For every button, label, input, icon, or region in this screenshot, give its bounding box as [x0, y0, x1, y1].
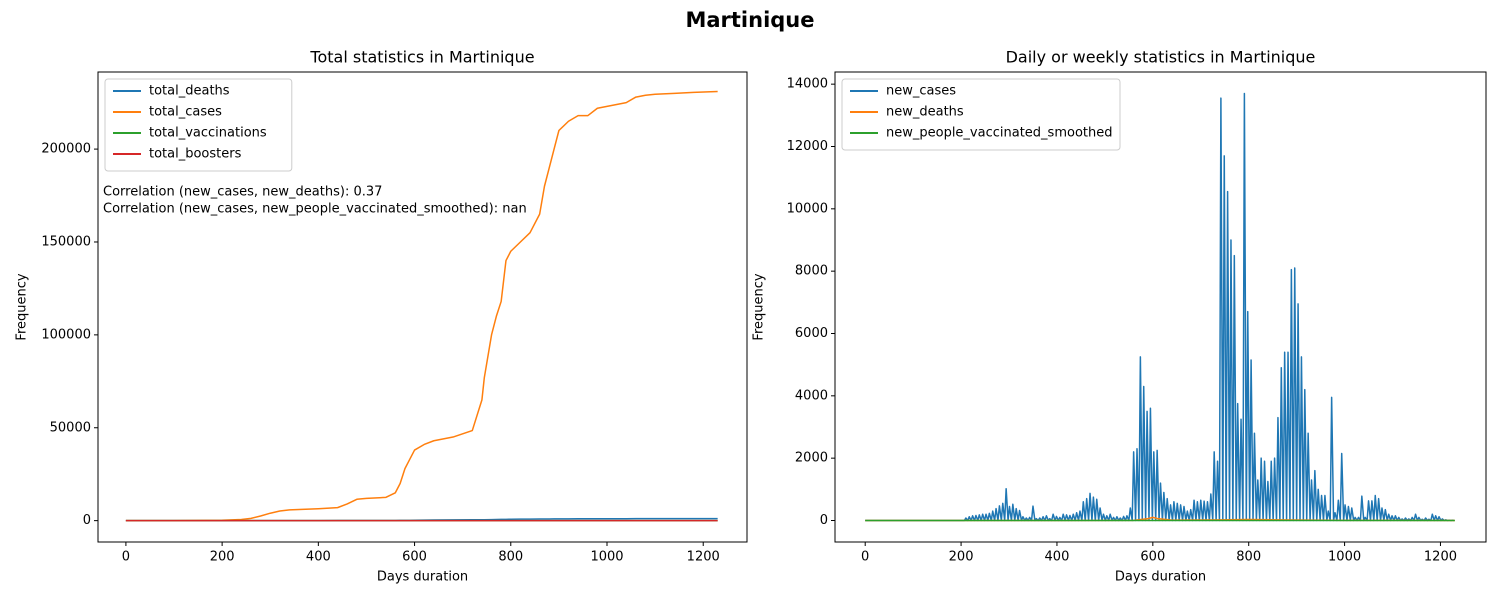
x-tick-label: 200 — [210, 550, 235, 565]
x-tick-label: 1000 — [590, 550, 623, 565]
x-tick-label: 800 — [1236, 550, 1261, 565]
x-tick-label: 200 — [949, 550, 974, 565]
axes-title: Total statistics in Martinique — [309, 48, 534, 67]
y-tick-label: 14000 — [787, 77, 828, 92]
y-tick-label: 50000 — [50, 420, 91, 435]
y-tick-label: 100000 — [41, 327, 91, 342]
legend-label: new_people_vaccinated_smoothed — [886, 126, 1112, 141]
y-axis-label: Frequency — [752, 273, 767, 340]
legend: total_deaths total_cases total_vaccination… — [104, 78, 293, 172]
legend-label: new_cases — [886, 84, 956, 99]
x-tick-label: 1200 — [1424, 550, 1457, 565]
y-tick-label: 8000 — [795, 264, 828, 279]
legend-box — [841, 78, 1121, 151]
x-tick-label: 600 — [402, 550, 427, 565]
x-tick-label: 800 — [498, 550, 523, 565]
y-tick-label: 0 — [820, 513, 828, 528]
annotation: Correlation (new_cases, new_people_vacci… — [103, 202, 527, 217]
legend-label: total_boosters — [149, 147, 242, 162]
legend-label: new_deaths — [886, 105, 964, 120]
axes-frame — [97, 71, 748, 543]
series-line — [125, 90, 718, 522]
legend-label: total_vaccinations — [149, 126, 267, 141]
y-tick-label: 0 — [83, 513, 91, 528]
legend-box — [104, 78, 293, 172]
x-tick-label: 1200 — [687, 550, 720, 565]
legend-label: total_deaths — [149, 84, 230, 99]
figure-title: Martinique — [685, 8, 814, 32]
y-tick-label: 200000 — [41, 142, 91, 157]
y-tick-label: 2000 — [795, 451, 828, 466]
x-tick-label: 400 — [306, 550, 331, 565]
x-tick-label: 0 — [861, 550, 869, 565]
y-tick-label: 4000 — [795, 388, 828, 403]
x-axis-label: Days duration — [1115, 570, 1206, 585]
y-tick-label: 12000 — [787, 139, 828, 154]
legend-label: total_cases — [149, 105, 222, 120]
x-tick-label: 600 — [1140, 550, 1165, 565]
x-tick-label: 0 — [122, 550, 130, 565]
series-line — [865, 92, 1455, 522]
y-tick-label: 150000 — [41, 234, 91, 249]
x-tick-label: 1000 — [1328, 550, 1361, 565]
axes-title: Daily or weekly statistics in Martinique — [1006, 48, 1316, 67]
legend: new_cases new_deaths new_people_vaccinated… — [841, 78, 1121, 151]
x-axis-label: Days duration — [377, 570, 468, 585]
y-tick-label: 10000 — [787, 201, 828, 216]
axes-frame — [834, 71, 1487, 543]
y-tick-label: 6000 — [795, 326, 828, 341]
y-axis-label: Frequency — [15, 273, 30, 340]
x-tick-label: 400 — [1045, 550, 1070, 565]
annotation: Correlation (new_cases, new_deaths): 0.3… — [103, 185, 382, 200]
